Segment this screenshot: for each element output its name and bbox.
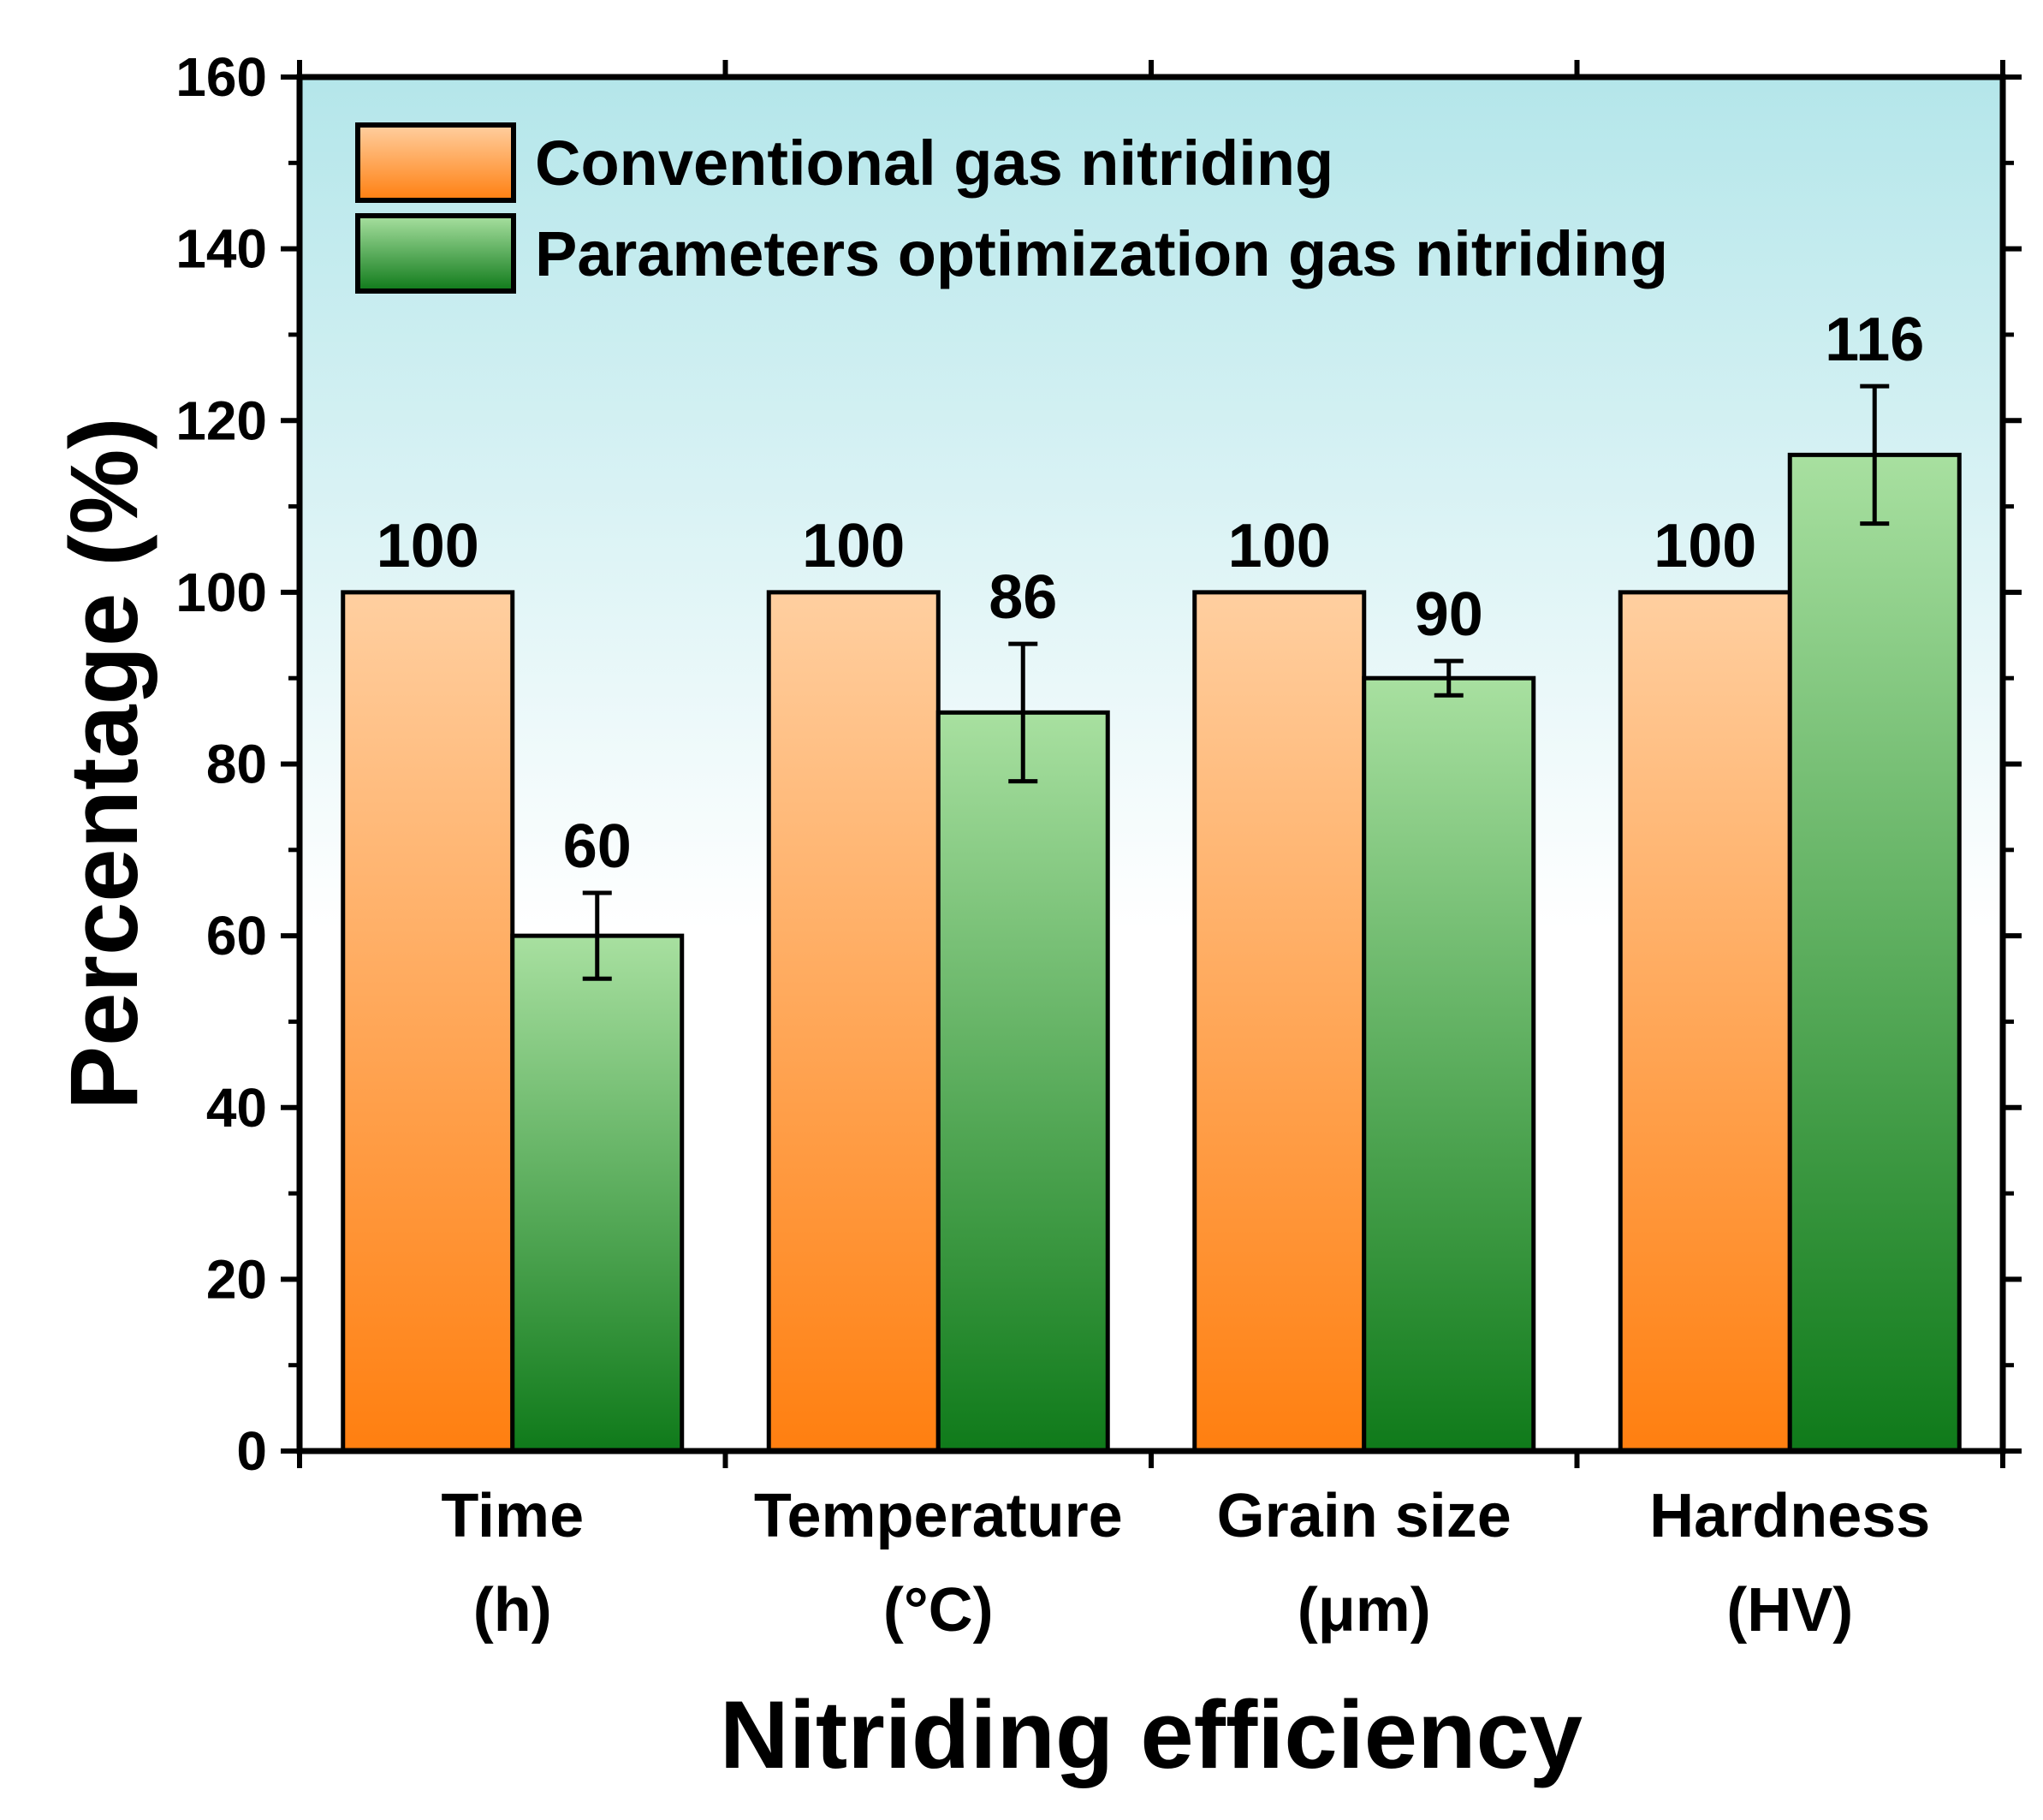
- category-label: Hardness: [1649, 1482, 1930, 1550]
- legend-swatch-optimized: [355, 213, 516, 294]
- y-axis-title: Percentage (%): [50, 417, 157, 1109]
- category-unit-label: (h): [473, 1576, 552, 1645]
- bar-conventional: [341, 590, 515, 1454]
- bar-conventional: [1192, 590, 1367, 1454]
- data-label: 60: [563, 812, 632, 881]
- category-unit-label: (μm): [1298, 1576, 1431, 1645]
- data-label: 116: [1825, 306, 1924, 374]
- y-tick-label: 40: [206, 1077, 267, 1139]
- bar-conventional: [1618, 590, 1792, 1454]
- category-unit-label: (°C): [883, 1576, 994, 1645]
- error-bars-layer: [582, 384, 1890, 981]
- data-label: 100: [802, 512, 905, 580]
- category-unit-label: (HV): [1726, 1576, 1853, 1645]
- data-label: 100: [1228, 512, 1331, 580]
- y-tick-label: 0: [236, 1420, 267, 1482]
- data-label: 90: [1415, 580, 1483, 649]
- y-tick-label: 140: [175, 218, 267, 280]
- legend-swatch-conventional: [355, 122, 516, 203]
- y-tick-label: 160: [175, 46, 267, 108]
- data-label: 86: [989, 563, 1057, 632]
- bar-optimized: [935, 710, 1110, 1454]
- data-label: 100: [1654, 512, 1756, 580]
- x-axis-title: Nitriding efficiency: [720, 1681, 1583, 1788]
- category-label: Time: [441, 1482, 584, 1550]
- y-tick-label: 60: [206, 905, 267, 967]
- x-axis-category-labels: Time (h) Temperature (°C) Grain size (μm) Hard…: [441, 1482, 1930, 1645]
- legend-label-optimized: Parameters optimization gas nitriding: [535, 218, 1668, 289]
- y-tick-label: 80: [206, 734, 267, 795]
- category-label: Grain size: [1217, 1482, 1511, 1550]
- bar-optimized: [510, 933, 685, 1454]
- plot-frame: [296, 74, 2006, 1454]
- y-axis-tick-labels: 0 20 40 60 80 100 120 140 160: [175, 46, 267, 1482]
- bars-layer: [341, 452, 1962, 1454]
- data-label: 100: [377, 512, 479, 580]
- y-tick-label: 20: [206, 1248, 267, 1310]
- data-labels-layer: 100 60 100 86 100 90 100 116: [377, 306, 1925, 881]
- y-tick-label: 100: [175, 562, 267, 623]
- category-label: Temperature: [754, 1482, 1123, 1550]
- legend-label-conventional: Conventional gas nitriding: [535, 128, 1333, 199]
- legend: Conventional gas nitriding Parameters op…: [355, 122, 1668, 294]
- y-tick-label: 120: [175, 390, 267, 451]
- bar-optimized: [1362, 675, 1536, 1454]
- bar-optimized: [1787, 452, 1962, 1454]
- bar-conventional: [766, 590, 941, 1454]
